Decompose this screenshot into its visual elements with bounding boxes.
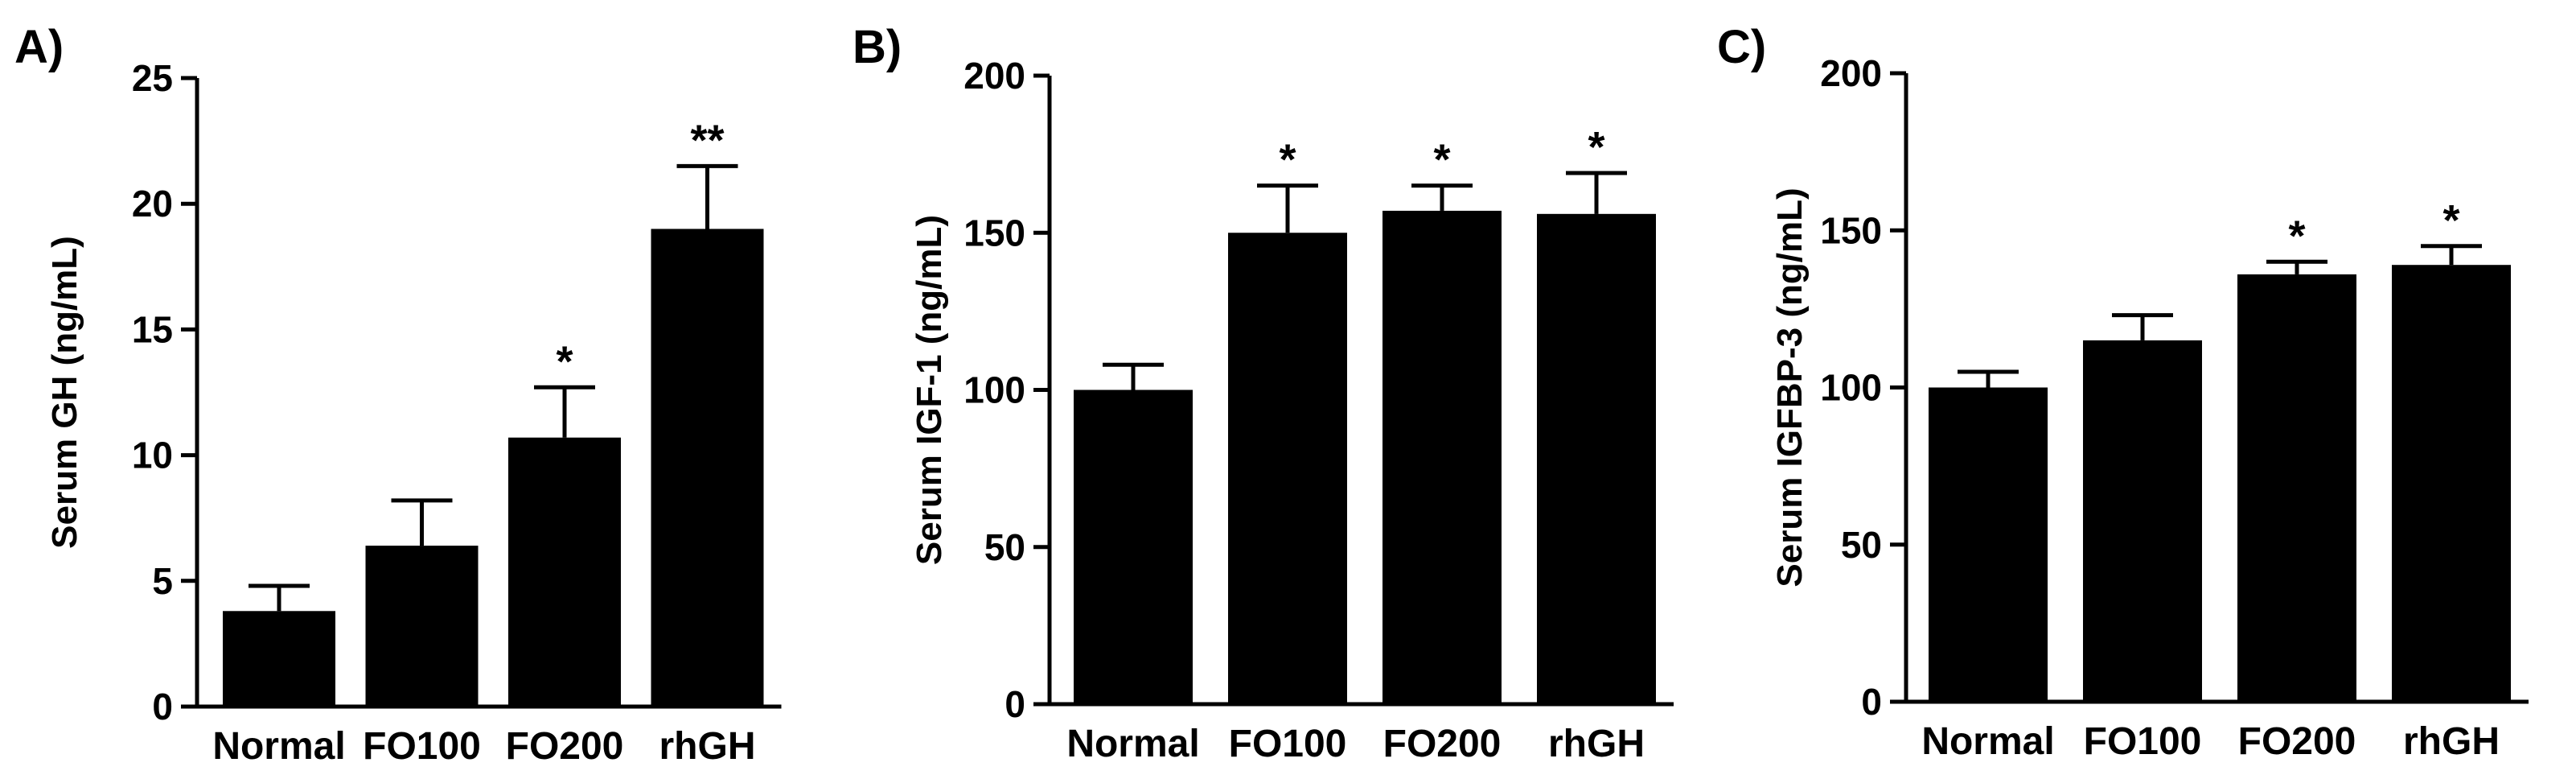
- panel-letter: C): [1717, 21, 1766, 73]
- x-tick-label: FO100: [363, 725, 481, 768]
- bar-normal: [1074, 390, 1193, 704]
- bar-fo100: [2083, 340, 2202, 702]
- bar-normal: [223, 611, 335, 707]
- y-axis-title: Serum IGFBP-3 (ng/mL): [1770, 188, 1810, 587]
- y-tick-label: 200: [1820, 52, 1882, 94]
- bar-rhgh: [2392, 265, 2511, 703]
- panel-a: A) 0 5 10 15 20 25 Serum GH (ng/mL) Normal FO100 *…: [14, 21, 782, 768]
- x-tick-label: FO200: [506, 725, 624, 768]
- x-tick-label: rhGH: [1548, 723, 1645, 765]
- y-axis-title: Serum IGF-1 (ng/mL): [910, 215, 949, 565]
- significance-marker: *: [2288, 212, 2305, 260]
- x-tick-label: FO200: [1383, 723, 1502, 765]
- x-tick-label: FO100: [1229, 723, 1347, 765]
- y-tick-label: 50: [984, 526, 1025, 568]
- bar-fo200: [2237, 274, 2356, 702]
- y-tick-label: 25: [132, 57, 173, 99]
- x-tick-label: rhGH: [659, 725, 756, 768]
- bar-rhgh: [651, 229, 764, 707]
- y-tick-label: 0: [1005, 683, 1025, 725]
- bar-fo100: [1228, 233, 1347, 704]
- significance-marker: *: [1433, 136, 1450, 184]
- bar-fo200: [1382, 210, 1502, 704]
- x-tick-label: Normal: [1921, 720, 2054, 763]
- significance-marker: *: [1279, 136, 1296, 184]
- significance-marker: **: [690, 116, 724, 164]
- y-tick-label: 5: [152, 560, 173, 602]
- x-tick-label: FO100: [2084, 720, 2202, 763]
- y-tick-label: 20: [132, 183, 173, 225]
- significance-marker: *: [2442, 196, 2459, 245]
- panel-letter: A): [14, 21, 64, 73]
- x-tick-label: Normal: [212, 725, 345, 768]
- bar-fo200: [508, 437, 621, 707]
- y-tick-label: 15: [132, 308, 173, 350]
- bar-rhgh: [1537, 213, 1656, 704]
- significance-marker: *: [1588, 123, 1604, 171]
- bar-normal: [1929, 387, 2048, 702]
- y-tick-label: 150: [963, 212, 1025, 253]
- x-tick-label: FO200: [2238, 720, 2356, 763]
- y-tick-label: 10: [132, 435, 173, 476]
- y-tick-label: 0: [152, 686, 173, 727]
- y-tick-label: 100: [963, 369, 1025, 411]
- y-tick-label: 50: [1841, 524, 1882, 566]
- x-tick-label: Normal: [1066, 723, 1199, 765]
- y-tick-label: 200: [963, 55, 1025, 97]
- x-tick-label: rhGH: [2403, 720, 2500, 763]
- y-tick-label: 100: [1820, 367, 1882, 409]
- panel-c: C) 0 50 100 150 200 Serum IGFBP-3 (ng/mL) Norma…: [1717, 21, 2529, 763]
- y-axis-title: Serum GH (ng/mL): [45, 236, 84, 549]
- y-tick-label: 150: [1820, 209, 1882, 251]
- panel-b: B) 0 50 100 150 200 Serum IGF-1 (ng/mL) Normal *…: [853, 21, 1674, 765]
- bar-fo100: [365, 546, 479, 707]
- significance-marker: *: [556, 337, 573, 385]
- panel-letter: B): [853, 21, 902, 73]
- y-tick-label: 0: [1861, 681, 1882, 723]
